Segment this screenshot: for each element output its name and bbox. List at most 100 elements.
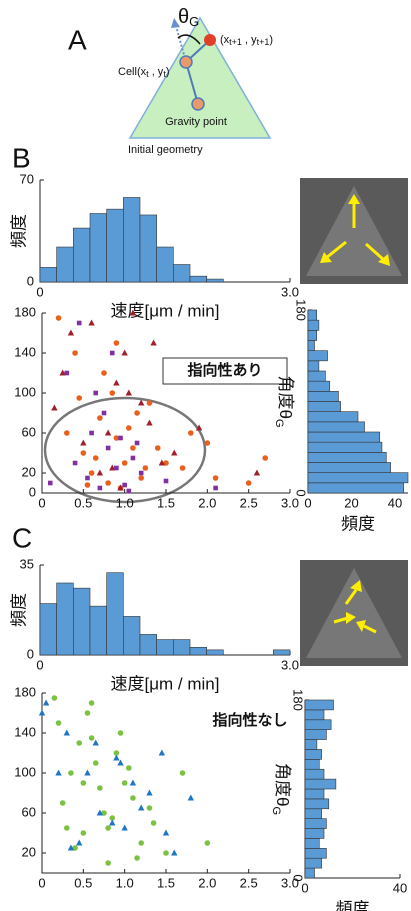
theta: θ: [178, 6, 189, 28]
y-tick-label: 20: [22, 464, 36, 479]
point: [89, 430, 94, 436]
point: [163, 850, 169, 856]
y-tick-label: 0: [294, 489, 309, 496]
bar: [123, 616, 141, 656]
micrograph: [300, 560, 408, 666]
bar: [273, 649, 291, 656]
point: [96, 809, 104, 816]
label-sub: t+1: [229, 37, 242, 47]
point: [105, 480, 111, 486]
bar: [304, 857, 322, 869]
point: [68, 770, 74, 776]
bar: [304, 838, 320, 849]
point: [114, 465, 119, 471]
cell-point: [179, 55, 193, 69]
cluster-ellipse: [43, 396, 207, 504]
point: [188, 430, 194, 436]
point: [59, 369, 66, 376]
point: [130, 445, 136, 451]
panel-label: A: [68, 24, 87, 55]
point: [138, 804, 145, 811]
bar: [304, 749, 322, 760]
next-point-label: (xt+1 , yt+1): [220, 34, 273, 47]
x-tick-label: 40: [393, 880, 407, 895]
point: [262, 455, 269, 461]
bar: [73, 587, 91, 656]
point: [55, 769, 62, 776]
point: [80, 780, 87, 786]
point: [97, 485, 103, 491]
x-tick-label: 3.0: [281, 284, 299, 299]
point: [55, 720, 62, 726]
point: [109, 819, 116, 826]
point: [104, 429, 112, 436]
bar: [189, 646, 207, 656]
label-sub: t: [163, 69, 166, 79]
y-tick-label: 140: [14, 344, 36, 359]
point: [85, 475, 90, 481]
bar: [304, 759, 320, 770]
y-tick-label: 180: [291, 689, 306, 711]
label-part: θ: [276, 409, 295, 418]
bar: [106, 208, 124, 283]
label-part: G: [270, 806, 282, 815]
point: [253, 469, 261, 476]
label-part: Cell(x: [118, 66, 147, 78]
point: [101, 370, 107, 376]
point: [126, 765, 132, 771]
point: [138, 470, 144, 476]
point: [101, 410, 107, 416]
point: [72, 350, 78, 356]
point: [97, 785, 103, 791]
point: [88, 470, 95, 476]
bar: [189, 275, 207, 283]
bar: [304, 719, 332, 730]
point: [51, 695, 58, 701]
annotation: 指向性あり: [187, 361, 262, 379]
bar: [56, 246, 74, 283]
bar: [304, 739, 318, 750]
triangle-geometry: [128, 16, 272, 139]
label-part: ): [166, 66, 170, 78]
y-axis-label: 角度θG: [270, 763, 291, 815]
point: [63, 729, 70, 736]
point: [150, 339, 157, 346]
x-tick-label: 3.0: [281, 875, 299, 890]
point: [80, 450, 87, 456]
point: [130, 795, 136, 801]
y-tick-label: 60: [22, 804, 36, 819]
y-tick-label: 20: [22, 844, 36, 859]
point: [138, 840, 144, 846]
point: [179, 465, 186, 471]
bar: [307, 350, 328, 362]
panel-label: B: [12, 142, 31, 173]
point: [109, 390, 116, 396]
point: [118, 435, 123, 441]
point: [138, 399, 145, 406]
point: [204, 840, 211, 846]
label-part: ): [269, 34, 273, 46]
bar: [307, 441, 383, 453]
x-tick-label: 1.0: [116, 495, 134, 510]
bar: [307, 360, 320, 372]
bar: [304, 699, 334, 711]
point: [105, 825, 111, 831]
bar: [304, 788, 325, 800]
label-part: , y: [149, 66, 164, 78]
annotation-box: [162, 357, 288, 385]
point: [204, 440, 211, 446]
x-tick-label: 1.5: [157, 495, 175, 510]
point: [105, 860, 111, 866]
bar: [307, 391, 339, 402]
x-tick-label: 2.5: [240, 495, 258, 510]
label-part: (x: [220, 34, 230, 46]
point: [162, 829, 170, 836]
bar: [39, 267, 57, 283]
point: [212, 475, 219, 481]
bar: [304, 867, 315, 879]
point: [125, 389, 132, 396]
point: [142, 465, 149, 471]
point: [129, 309, 137, 316]
panel-label: C: [12, 522, 32, 553]
point: [96, 469, 104, 476]
